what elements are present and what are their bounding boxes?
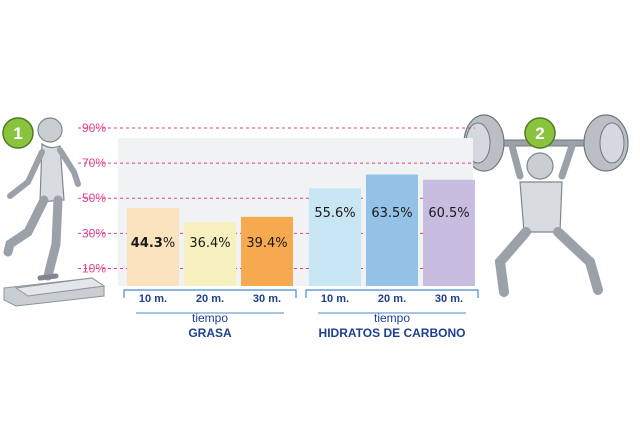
group-subtitle: tiempo: [374, 311, 410, 325]
group-title: GRASA: [188, 326, 232, 340]
bar: [309, 188, 361, 286]
x-tick-label: 30 m.: [253, 293, 281, 305]
group-subtitle: tiempo: [192, 311, 228, 325]
badge-2: 2: [524, 117, 556, 149]
data-label: 60.5%: [428, 206, 469, 221]
y-tick-label: 90%: [82, 121, 106, 135]
plot-area: 90% 70% 50% 30% 10% 44.3% 36.4% 39.4% 55.6% 63.5…: [78, 121, 479, 340]
x-axis-bracket: [123, 289, 297, 298]
data-label: 36.4%: [189, 236, 230, 251]
weightlifter-woman-icon: [461, 114, 629, 297]
x-tick-label: 20 m.: [378, 293, 406, 305]
data-labels: 44.3% 36.4% 39.4% 55.6% 63.5% 60.5%: [131, 206, 470, 251]
x-tick-label: 10 m.: [321, 293, 349, 305]
badge-1-label: 1: [13, 124, 22, 143]
y-tick-label: 30%: [82, 226, 106, 240]
data-label: 39.4%: [246, 236, 287, 251]
step-aerobics-woman-icon: [3, 117, 106, 307]
badge-1: 1: [2, 117, 34, 149]
group-title: HIDRATOS DE CARBONO: [319, 326, 466, 340]
y-tick-label: 10%: [82, 261, 106, 275]
data-label: 55.6%: [314, 206, 355, 221]
x-axis: 10 m. 20 m. 30 m. 10 m. 20 m. 30 m.: [123, 289, 479, 305]
badge-2-label: 2: [535, 124, 544, 143]
y-axis-ticks: 90% 70% 50% 30% 10%: [82, 121, 106, 275]
x-tick-label: 30 m.: [435, 293, 463, 305]
bar: [423, 179, 475, 286]
y-tick-label: 70%: [82, 156, 106, 170]
x-tick-label: 10 m.: [139, 293, 167, 305]
bars: [127, 174, 475, 286]
x-axis-bracket: [305, 289, 479, 298]
bar: [127, 208, 179, 286]
data-label: 44.3%: [131, 236, 175, 251]
bar: [184, 222, 236, 286]
data-label: 63.5%: [371, 206, 412, 221]
bar: [241, 216, 293, 286]
y-tick-label: 50%: [82, 191, 106, 205]
bar: [366, 174, 418, 286]
x-tick-label: 20 m.: [196, 293, 224, 305]
